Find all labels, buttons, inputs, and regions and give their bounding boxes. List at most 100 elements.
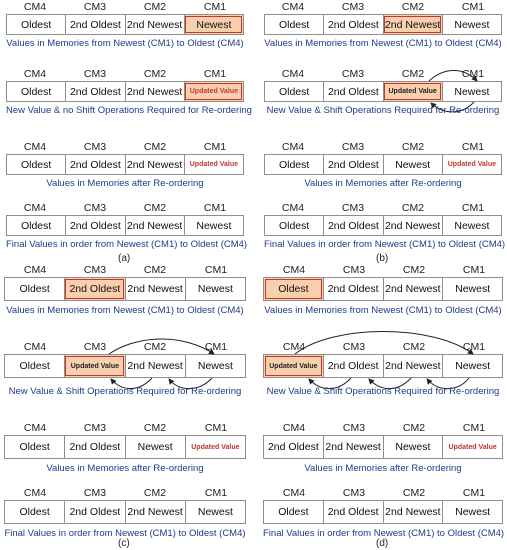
cell-cm2: 2nd Newest: [124, 355, 185, 377]
header-cm3: CM3: [83, 141, 107, 153]
panel-a-step-initial: CM4 CM3 CM2 CM1 Oldest 2nd Oldest 2nd Newes…: [6, 2, 244, 52]
cell-cm3: 2nd Oldest: [65, 82, 124, 101]
header-cm2: CM2: [143, 68, 167, 80]
cell-cm2: Newest: [382, 436, 443, 458]
cell-cm4: Oldest: [19, 283, 50, 295]
cell-cm3-highlighted: 2nd Oldest: [64, 278, 125, 300]
cell-cm3: 2nd Oldest: [65, 216, 124, 235]
cell-cm4-highlighted: Oldest: [264, 278, 323, 300]
memory-row: Oldest 2nd Oldest 2nd Newest Newest: [264, 215, 502, 236]
panel-label-c: (c): [118, 538, 130, 549]
panel-b-step-after: CM4 CM3 CM2 CM1 Oldest 2nd Oldest Newest Up…: [264, 142, 502, 192]
cell-cm2: 2nd Newest: [382, 355, 443, 377]
memory-row: Oldest 2nd Oldest 2nd Newest Newest: [263, 277, 503, 301]
header-cm3: CM3: [83, 422, 107, 434]
header-cm3: CM3: [341, 1, 365, 13]
caption: Final Values in order from Newest (CM1) …: [4, 528, 246, 539]
cell-cm3: 2nd Oldest: [323, 155, 382, 174]
header-cm2: CM2: [143, 341, 167, 353]
memory-row: Oldest 2nd Oldest 2nd Newest Updated Val…: [6, 81, 244, 102]
header-cm3: CM3: [83, 68, 107, 80]
memory-row: Oldest 2nd Oldest 2nd Newest Newest: [263, 500, 503, 524]
header-cm3: CM3: [83, 1, 107, 13]
header-cm3: CM3: [83, 487, 107, 499]
panel-a: CM4 CM3 CM2 CM1 Oldest 2nd Oldest 2nd Newes…: [6, 2, 252, 252]
header-cm1: CM1: [461, 68, 485, 80]
panel-d-step-after: CM4 CM3 CM2 CM1 2nd Oldest 2nd Newest Newes…: [263, 423, 503, 475]
cell-cm3: 2nd Newest: [322, 436, 383, 458]
header-cm3: CM3: [83, 264, 107, 276]
cell-cm1-updated: Updated Value: [441, 155, 501, 174]
cell-cm3: 2nd Oldest: [323, 82, 382, 101]
header-cm3: CM3: [342, 264, 366, 276]
cell-cm2: Newest: [382, 155, 442, 174]
cell-cm2: 2nd Newest: [124, 155, 184, 174]
cell-cm2-updated: Updated Value: [382, 82, 442, 101]
cell-cm1: Newest: [441, 82, 501, 101]
header-cm4: CM4: [281, 1, 305, 13]
panel-b-step-initial: CM4 CM3 CM2 CM1 Oldest 2nd Oldest 2nd Newes…: [264, 2, 502, 52]
header-cm3: CM3: [83, 341, 107, 353]
cell-cm1-updated: Updated Value: [183, 82, 243, 101]
cell-cm4: Oldest: [278, 158, 310, 171]
cell-cm1-highlighted: Newest: [183, 15, 243, 34]
cell-cm2: 2nd Newest: [124, 501, 185, 523]
header-cm4: CM4: [282, 487, 306, 499]
header-cm1: CM1: [462, 422, 486, 434]
header-cm2: CM2: [143, 264, 167, 276]
header-cm2: CM2: [143, 487, 167, 499]
memory-row: Oldest 2nd Oldest 2nd Newest Updated Val…: [6, 154, 244, 175]
cell-cm1: Newest: [441, 216, 501, 235]
memory-row: Oldest 2nd Oldest 2nd Newest Newest: [6, 215, 244, 236]
memory-row: Oldest 2nd Oldest Newest Updated Value: [264, 154, 502, 175]
cell-cm4: Oldest: [20, 219, 52, 232]
memory-row: Oldest 2nd Oldest 2nd Newest Newest: [4, 500, 246, 524]
header-cm2: CM2: [401, 202, 425, 214]
panel-b-step-final: CM4 CM3 CM2 CM1 Oldest 2nd Oldest 2nd Newes…: [264, 202, 506, 253]
header-cm2: CM2: [143, 422, 167, 434]
header-cm4: CM4: [281, 141, 305, 153]
cell-cm4: 2nd Oldest: [267, 441, 319, 453]
panel-label-a: (a): [118, 253, 131, 264]
cell-cm4: Oldest: [278, 219, 310, 232]
panel-b: CM4 CM3 CM2 CM1 Oldest 2nd Oldest 2nd Newes…: [264, 2, 506, 253]
cell-cm4: Oldest: [19, 506, 50, 518]
cell-cm3-updated: Updated Value: [64, 355, 125, 377]
header-cm4: CM4: [23, 341, 47, 353]
cell-cm1: Newest: [442, 278, 502, 300]
memory-row: Oldest 2nd Oldest 2nd Newest Newest: [6, 14, 244, 35]
cell-cm1: Newest: [441, 15, 501, 34]
memory-row: Oldest 2nd Oldest Updated Value Newest: [264, 81, 502, 102]
header-cm1: CM1: [204, 341, 228, 353]
cell-cm4: Oldest: [278, 506, 309, 518]
header-cm1: CM1: [204, 487, 228, 499]
cell-cm3: 2nd Oldest: [322, 501, 383, 523]
cell-cm4: Oldest: [20, 85, 52, 98]
header-cm1: CM1: [203, 1, 227, 13]
caption: Values in Memories from Newest (CM1) to …: [6, 305, 244, 316]
header-cm1: CM1: [461, 1, 485, 13]
cell-cm2: 2nd Newest: [382, 501, 443, 523]
cell-cm1: Newest: [442, 501, 502, 523]
cell-cm3: 2nd Oldest: [65, 15, 124, 34]
panel-label-d: (d): [376, 538, 389, 549]
header-cm1: CM1: [462, 264, 486, 276]
header-cm2: CM2: [401, 68, 425, 80]
panel-c: CM4 CM3 CM2 CM1 Oldest 2nd Oldest 2nd Newes…: [4, 265, 246, 539]
memory-row: Oldest 2nd Oldest 2nd Newest Newest: [4, 277, 246, 301]
header-cm1: CM1: [461, 202, 485, 214]
memory-row: Oldest 2nd Oldest Newest Updated Value: [4, 435, 246, 459]
header-cm2: CM2: [143, 141, 167, 153]
panel-c-step-initial: CM4 CM3 CM2 CM1 Oldest 2nd Oldest 2nd Newes…: [4, 265, 246, 317]
cell-cm4: Oldest: [278, 85, 310, 98]
header-cm1: CM1: [461, 141, 485, 153]
cell-cm2: 2nd Newest: [124, 278, 185, 300]
cell-cm2-highlighted: 2nd Newest: [382, 15, 442, 34]
caption: Final Values in order from Newest (CM1) …: [6, 239, 248, 250]
cell-cm1-updated: Updated Value: [184, 436, 245, 458]
panel-d-step-initial: CM4 CM3 CM2 CM1 Oldest 2nd Oldest 2nd Newes…: [263, 265, 503, 317]
caption: Final Values in order from Newest (CM1) …: [264, 239, 506, 250]
caption: Values in Memories after Re-ordering: [46, 463, 204, 474]
cell-cm3: 2nd Oldest: [322, 278, 383, 300]
cell-cm1-updated: Updated Value: [183, 155, 243, 174]
